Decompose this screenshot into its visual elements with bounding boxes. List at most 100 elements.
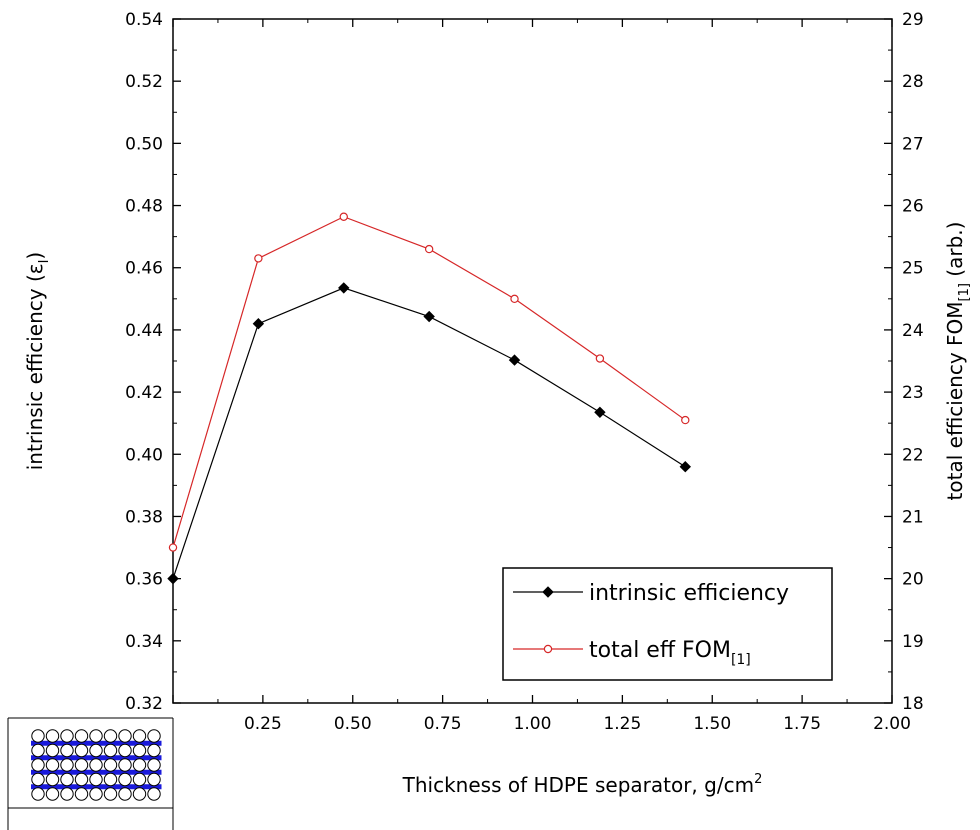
data-point — [681, 415, 690, 425]
y-right-axis-title: total efficiency FOM[1] (arb.) — [943, 222, 972, 501]
data-point — [595, 354, 605, 363]
y-left-tick-label: 0.42 — [125, 383, 163, 403]
inset-tube — [89, 729, 103, 743]
y-left-tick-label: 0.50 — [125, 134, 163, 154]
inset-tube — [118, 758, 132, 772]
y-left-axis-title-subscript: I — [37, 260, 52, 264]
inset-layer — [31, 755, 162, 761]
inset-tube — [89, 787, 103, 801]
inset-tube — [103, 729, 118, 743]
inset-tube — [147, 772, 161, 787]
inset-tube — [45, 787, 60, 801]
x-axis-title: Thickness of HDPE separator, g/cm2 — [402, 772, 763, 797]
inset-tube — [89, 758, 103, 772]
y-left-tick-label: 0.54 — [125, 10, 163, 30]
inset-tube — [103, 758, 118, 772]
data-point — [254, 254, 263, 263]
data-point — [424, 244, 434, 254]
detector-stack-icon — [7, 717, 174, 830]
inset-tube — [132, 758, 147, 772]
inset-layer — [31, 784, 162, 790]
y-left-tick-label: 0.52 — [125, 72, 163, 92]
y-right-tick-label: 23 — [902, 383, 924, 403]
x-axis-title-superscript: 2 — [754, 772, 762, 787]
data-point — [339, 212, 348, 221]
series-line — [172, 216, 686, 548]
inset-tube — [31, 758, 45, 772]
inset-tube — [89, 772, 103, 787]
inset-layer — [31, 740, 162, 746]
inset-tube — [74, 758, 89, 772]
data-point — [167, 572, 179, 585]
y-right-axis-title-subscript: [1] — [957, 283, 972, 301]
inset-tube — [31, 772, 45, 787]
inset-tube — [74, 743, 89, 758]
inset-layer — [31, 769, 162, 775]
y-left-tick-label: 0.38 — [125, 507, 163, 527]
data-point — [423, 310, 435, 323]
series-1 — [168, 212, 690, 552]
y-right-tick-label: 20 — [902, 570, 924, 590]
x-tick-label: 1.50 — [693, 714, 731, 734]
inset-tube — [132, 743, 147, 758]
inset-tube — [60, 787, 74, 801]
inset-tube — [132, 729, 147, 743]
inset-tube — [132, 772, 147, 787]
x-tick-label: 1.25 — [603, 714, 641, 734]
inset-tube — [103, 787, 118, 801]
data-point — [510, 294, 519, 304]
inset-tube — [74, 787, 89, 801]
x-tick-label: 1.00 — [514, 714, 552, 734]
inset-tube — [60, 758, 74, 772]
y-right-tick-label: 26 — [902, 197, 924, 217]
data-point — [338, 282, 350, 294]
y-right-tick-label: 22 — [902, 445, 924, 465]
y-right-tick-label: 21 — [902, 507, 924, 527]
inset-tube — [45, 772, 60, 787]
x-tick-label: 0.75 — [424, 714, 462, 734]
inset-tube — [103, 743, 118, 758]
inset-tube — [118, 787, 132, 801]
y-left-tick-label: 0.34 — [125, 632, 163, 652]
y-left-tick-label: 0.32 — [125, 694, 163, 714]
data-point — [508, 354, 521, 366]
inset-tube — [89, 743, 103, 758]
y-left-tick-label: 0.46 — [125, 259, 163, 279]
inset-tube — [118, 743, 132, 758]
series-0 — [167, 282, 691, 585]
y-left-tick-label: 0.40 — [125, 445, 163, 465]
inset-tube — [147, 787, 161, 801]
data-point — [252, 317, 265, 330]
x-tick-label: 0.25 — [244, 714, 282, 734]
inset-tube — [118, 772, 132, 787]
x-tick-label: 1.75 — [783, 714, 821, 734]
data-point — [679, 461, 691, 473]
y-left-axis-title: intrinsic efficiency (εI) — [23, 252, 52, 471]
inset-tube — [147, 743, 161, 758]
inset-tube — [45, 758, 60, 772]
x-tick-label: 2.00 — [873, 714, 911, 734]
legend-box — [502, 567, 833, 681]
y-right-tick-label: 28 — [902, 72, 924, 92]
y-right-tick-label: 19 — [902, 632, 924, 652]
y-right-tick-label: 25 — [902, 259, 924, 279]
inset-tube — [147, 758, 161, 772]
y-right-tick-label: 24 — [902, 321, 924, 341]
y-left-tick-label: 0.36 — [125, 570, 163, 590]
inset-tube — [45, 729, 60, 743]
y-left-tick-label: 0.48 — [125, 197, 163, 217]
inset-tube — [74, 772, 89, 787]
inset-tube — [31, 729, 45, 743]
data-point — [594, 406, 606, 419]
y-left-tick-label: 0.44 — [125, 321, 163, 341]
inset-tube — [31, 787, 45, 801]
inset-tube — [60, 743, 74, 758]
inset-tube — [45, 743, 60, 758]
inset-tube — [60, 772, 74, 787]
inset-tube — [60, 729, 74, 743]
data-point — [168, 543, 178, 552]
x-tick-label: 0.50 — [334, 714, 372, 734]
inset-tube — [103, 772, 118, 787]
